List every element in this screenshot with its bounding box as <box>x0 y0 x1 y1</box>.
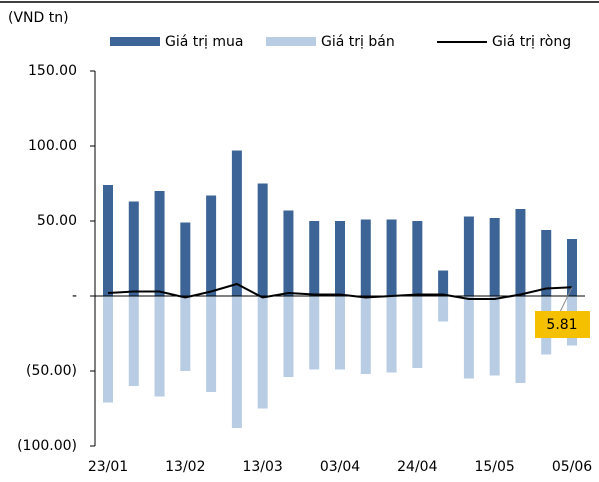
bar <box>567 239 577 296</box>
bar <box>412 221 423 296</box>
bar <box>206 195 217 296</box>
bar <box>489 218 500 296</box>
bar <box>154 191 165 296</box>
bar <box>386 219 397 296</box>
y-tick-label: (50.00) <box>26 363 77 379</box>
bar <box>489 296 500 376</box>
legend-swatch <box>110 37 160 46</box>
bar <box>231 150 242 296</box>
bar <box>541 230 552 296</box>
bar <box>283 296 294 377</box>
bar <box>128 201 139 296</box>
bar <box>412 296 423 368</box>
x-tick-label: 24/04 <box>397 459 437 475</box>
legend-label: Giá trị bán <box>321 34 395 50</box>
y-tick-label: 100.00 <box>28 138 77 154</box>
bar <box>360 219 371 296</box>
x-tick-label: 13/03 <box>242 459 282 475</box>
bar <box>360 296 371 374</box>
bar <box>515 296 526 383</box>
legend-label: Giá trị mua <box>165 34 243 50</box>
callout-leader <box>559 287 573 313</box>
x-tick-label: 15/05 <box>474 459 514 475</box>
net-line <box>107 282 573 300</box>
bar <box>128 296 139 386</box>
legend-label: Giá trị ròng <box>492 34 571 50</box>
bar <box>335 296 345 370</box>
x-tick-label: 03/04 <box>320 459 360 475</box>
x-tick-label: 13/02 <box>165 459 205 475</box>
bar <box>309 221 320 296</box>
bar <box>438 270 449 296</box>
bar <box>257 296 268 409</box>
callout-box <box>535 311 590 338</box>
unit-label: (VND tn) <box>8 10 69 26</box>
bar <box>438 296 449 322</box>
bar <box>231 296 242 428</box>
bar <box>180 222 191 296</box>
bar <box>463 296 474 379</box>
y-tick-label: 50.00 <box>37 213 77 229</box>
bar <box>180 296 191 371</box>
x-tick-label: 05/06 <box>552 459 592 475</box>
y-tick-label: 150.00 <box>28 63 77 79</box>
y-tick-label: - <box>72 288 77 304</box>
bar <box>335 221 345 296</box>
bar <box>103 185 113 296</box>
bar <box>154 296 165 397</box>
bar <box>463 216 474 296</box>
y-tick-label: (100.00) <box>17 438 77 454</box>
bar <box>206 296 217 392</box>
data-label: 5.81 <box>546 317 577 333</box>
bar <box>515 209 526 296</box>
legend-swatch <box>266 37 316 46</box>
x-tick-label: 23/01 <box>88 459 128 475</box>
bar <box>257 183 268 296</box>
bar <box>283 210 294 296</box>
bar <box>103 296 113 403</box>
bar <box>386 296 397 373</box>
bar <box>309 296 320 370</box>
